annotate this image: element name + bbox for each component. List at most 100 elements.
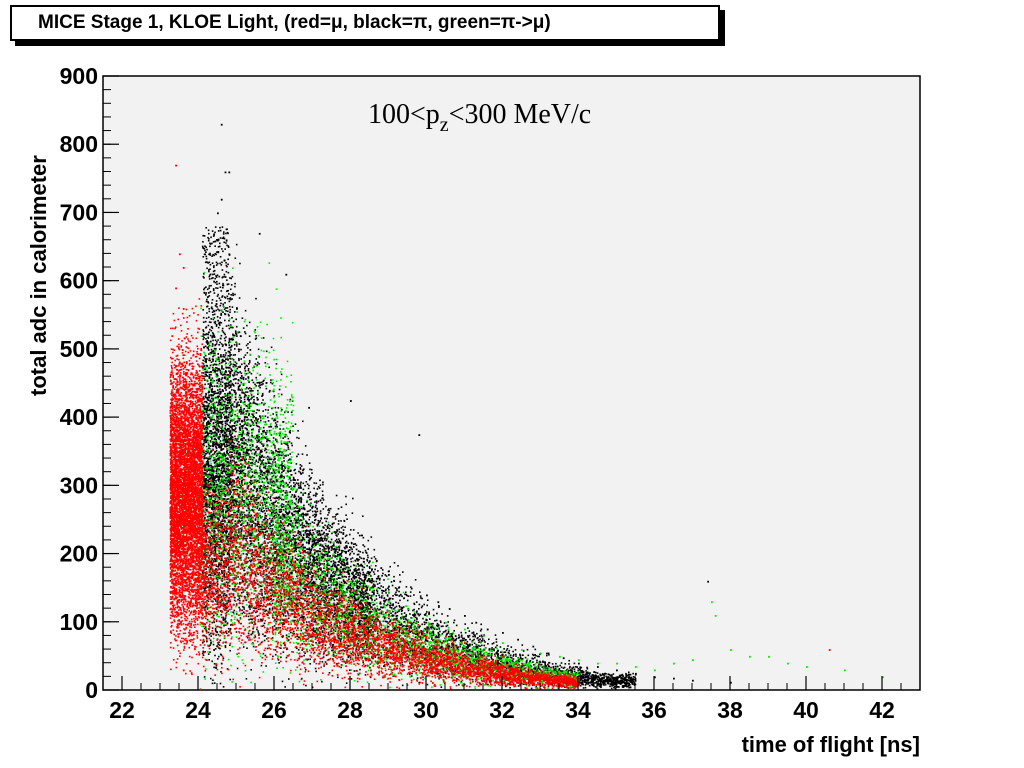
- data-point: [204, 383, 206, 386]
- data-point: [227, 571, 230, 573]
- data-point: [228, 341, 230, 344]
- data-point: [280, 476, 282, 479]
- data-point: [263, 510, 266, 512]
- data-point: [244, 354, 247, 356]
- data-point: [262, 528, 265, 531]
- data-point: [213, 321, 216, 324]
- data-point: [213, 662, 216, 665]
- data-point: [208, 292, 210, 294]
- data-point: [209, 542, 212, 545]
- data-point: [286, 559, 288, 562]
- data-point: [274, 619, 276, 621]
- data-point: [223, 435, 226, 438]
- data-point: [294, 503, 297, 506]
- data-point: [225, 386, 227, 388]
- data-point: [215, 527, 218, 530]
- data-point: [368, 571, 370, 573]
- data-point: [203, 288, 205, 291]
- data-point: [214, 648, 217, 650]
- data-point: [206, 458, 209, 460]
- data-point: [213, 531, 215, 533]
- data-point: [266, 587, 268, 589]
- data-point: [214, 628, 217, 630]
- data-point: [216, 468, 218, 470]
- data-point: [207, 409, 209, 412]
- data-point: [217, 308, 219, 311]
- data-point: [204, 438, 206, 440]
- data-point: [208, 232, 210, 235]
- data-point: [220, 442, 222, 445]
- data-point: [255, 418, 257, 420]
- data-point: [202, 363, 205, 365]
- points-layer: [169, 123, 884, 690]
- data-point: [218, 457, 221, 459]
- data-point: [228, 566, 230, 569]
- data-point: [215, 287, 217, 289]
- data-point: [227, 354, 230, 357]
- data-point: [211, 255, 213, 257]
- data-point: [213, 269, 216, 272]
- data-point: [206, 470, 208, 473]
- data-point: [202, 525, 205, 528]
- data-point: [240, 381, 243, 384]
- data-point: [213, 618, 216, 620]
- data-point: [311, 578, 313, 580]
- data-point: [218, 446, 220, 448]
- data-point: [222, 400, 225, 402]
- data-point: [319, 499, 322, 502]
- data-point: [214, 541, 216, 543]
- data-point: [218, 385, 221, 388]
- data-point: [213, 405, 215, 408]
- data-point: [253, 399, 255, 401]
- data-point: [274, 422, 277, 424]
- data-point: [224, 645, 227, 647]
- data-point: [325, 544, 327, 547]
- data-point: [212, 489, 214, 491]
- data-point: [223, 575, 225, 577]
- data-point: [312, 514, 314, 517]
- data-point: [224, 531, 227, 533]
- data-point: [210, 450, 212, 452]
- data-point: [209, 409, 212, 412]
- data-point: [206, 529, 209, 531]
- data-point: [215, 559, 217, 562]
- data-point: [204, 484, 206, 487]
- data-point: [214, 507, 216, 509]
- data-point: [247, 438, 250, 441]
- data-point: [261, 455, 263, 457]
- data-point: [211, 345, 214, 347]
- data-point: [206, 531, 208, 534]
- data-point: [345, 557, 347, 559]
- data-point: [217, 396, 219, 399]
- data-point: [270, 513, 273, 515]
- data-point: [254, 487, 256, 489]
- data-point: [221, 381, 224, 383]
- data-point: [221, 535, 224, 538]
- data-point: [208, 423, 210, 425]
- data-point: [222, 594, 225, 597]
- data-point: [335, 513, 338, 516]
- data-point: [215, 343, 218, 345]
- data-point: [218, 400, 220, 403]
- data-point: [223, 376, 226, 378]
- data-point: [231, 495, 233, 498]
- data-point: [227, 385, 229, 387]
- data-point: [207, 596, 209, 599]
- data-point: [206, 248, 208, 251]
- data-point: [223, 434, 226, 437]
- data-point: [207, 347, 209, 350]
- data-point: [309, 491, 312, 493]
- data-point: [203, 439, 206, 441]
- data-point: [275, 500, 277, 502]
- data-point: [300, 629, 303, 632]
- data-point: [218, 438, 220, 440]
- data-point: [366, 620, 368, 623]
- data-point: [297, 532, 299, 534]
- data-point: [223, 241, 225, 244]
- data-point: [236, 513, 239, 516]
- data-point: [224, 485, 226, 488]
- data-point: [242, 536, 245, 539]
- data-point: [226, 602, 228, 604]
- data-point: [209, 486, 212, 489]
- data-point: [224, 495, 226, 498]
